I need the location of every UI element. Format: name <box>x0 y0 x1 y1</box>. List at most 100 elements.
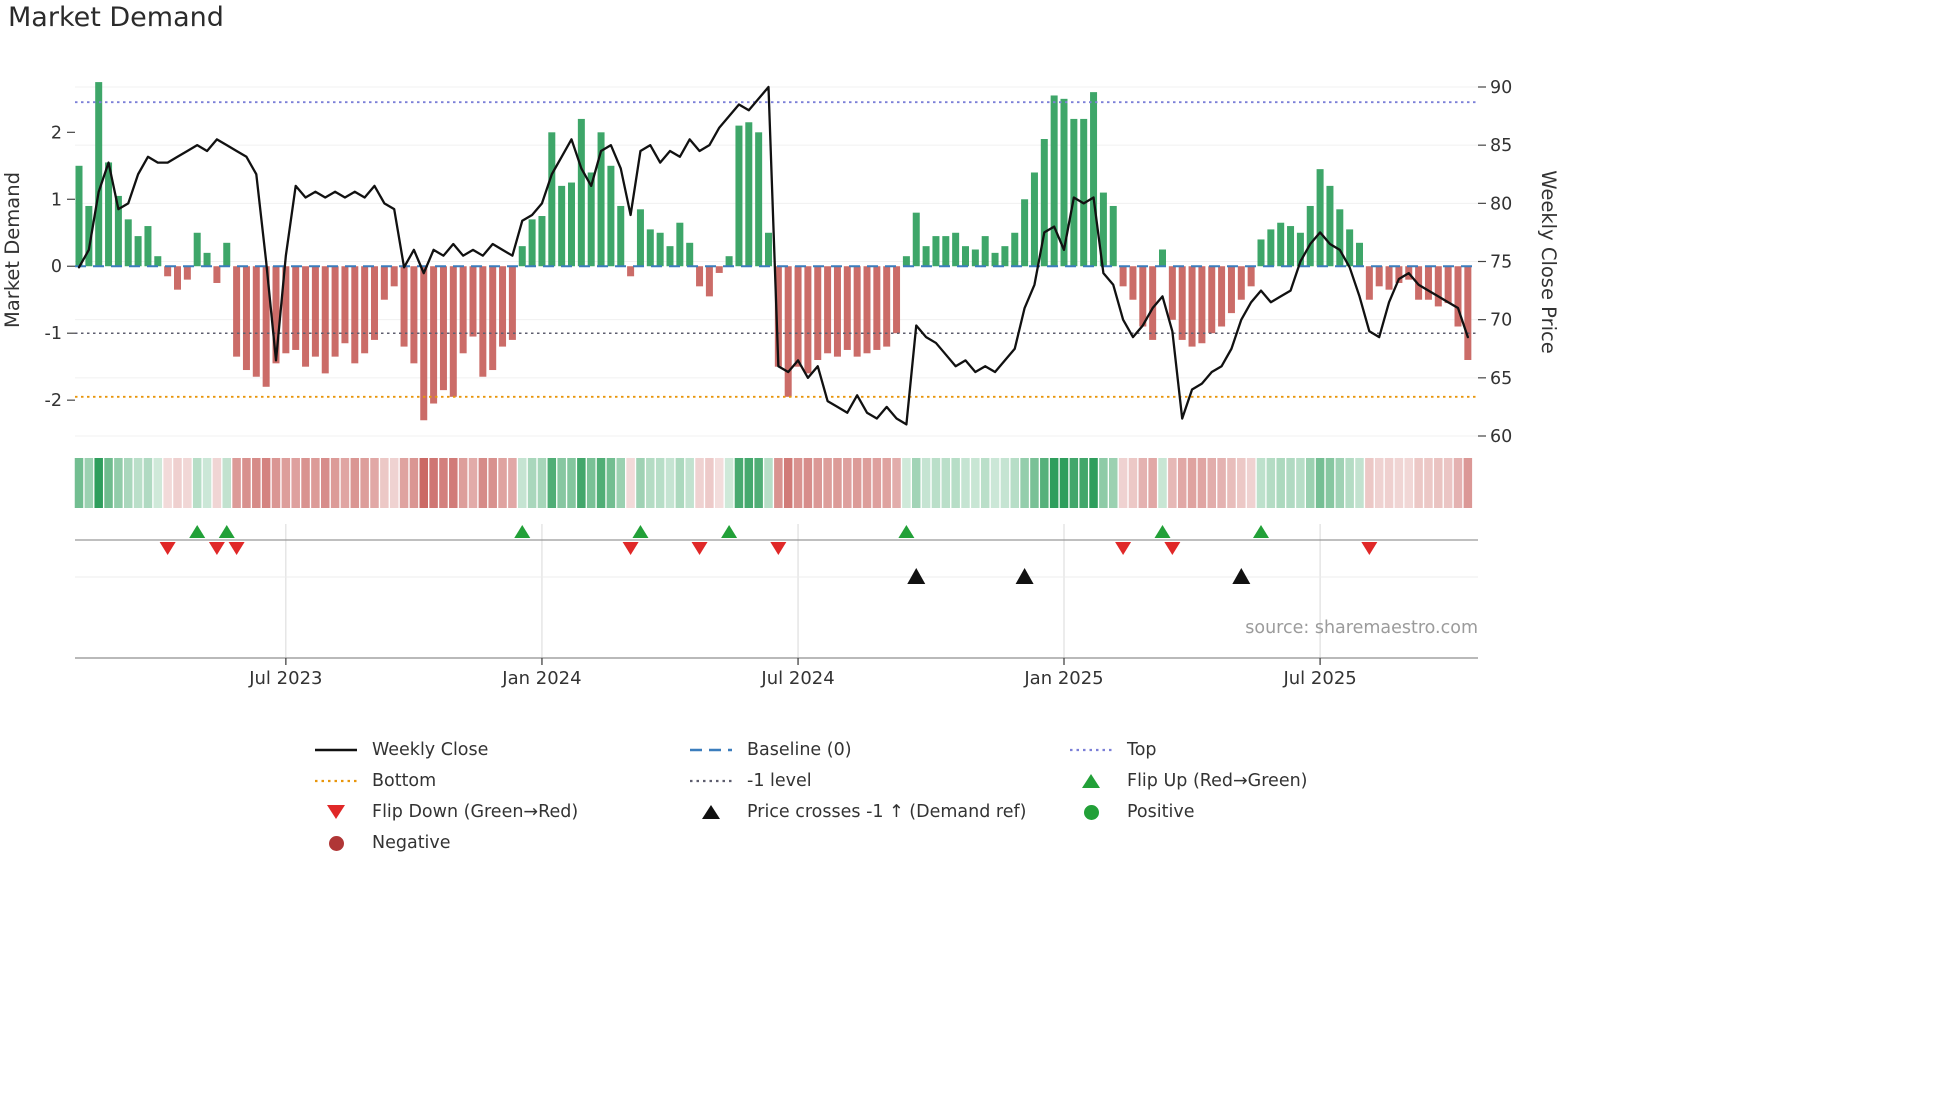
demand-bar <box>1188 266 1196 347</box>
legend-item-top: Top <box>1068 739 1308 761</box>
heatmap-cell <box>399 458 409 508</box>
demand-bar <box>715 266 723 273</box>
demand-bar <box>1178 266 1186 340</box>
heatmap-cell <box>734 458 744 508</box>
legend-column-3: Top Flip Up (Red→Green) Positive <box>1068 739 1308 823</box>
demand-bar <box>1424 266 1432 300</box>
heatmap-cell <box>577 458 586 508</box>
flip-up-marker <box>514 525 531 538</box>
heatmap-cell <box>1069 458 1079 508</box>
x-axis-tick: Jan 2025 <box>1023 668 1103 689</box>
heatmap-cell <box>833 458 842 508</box>
heatmap-cell <box>547 458 557 508</box>
heatmap-cell <box>409 458 419 508</box>
demand-bar <box>1021 199 1029 267</box>
right-axis-tick: 85 <box>1490 136 1512 156</box>
demand-bar <box>873 266 881 350</box>
heatmap-cell <box>114 458 123 508</box>
heatmap-cell <box>212 458 222 508</box>
demand-bar <box>1198 266 1206 344</box>
demand-bar <box>627 266 635 277</box>
legend-item-flip-down-green-red: Flip Down (Green→Red) <box>313 801 578 823</box>
heatmap-cell <box>1434 458 1443 508</box>
1-level-swatch-icon <box>688 774 734 788</box>
demand-bar <box>676 222 684 267</box>
heatmap-cell <box>567 458 576 508</box>
heatmap-cell <box>764 458 773 508</box>
heatmap-cell <box>980 458 990 508</box>
demand-bar <box>893 266 901 334</box>
demand-bar <box>1208 266 1216 334</box>
legend-item-flip-up-red-green: Flip Up (Red→Green) <box>1068 770 1308 792</box>
heatmap-cell <box>498 458 507 508</box>
heatmap-cell <box>1315 458 1325 508</box>
legend-item-positive: Positive <box>1068 801 1308 823</box>
demand-bar <box>1030 172 1038 267</box>
demand-bar <box>1415 266 1423 300</box>
demand-bar <box>518 246 526 267</box>
demand-bar <box>1050 95 1058 267</box>
demand-bar <box>1326 185 1334 267</box>
demand-bar <box>912 212 920 267</box>
right-axis-tick: 65 <box>1490 369 1512 389</box>
demand-bar <box>833 266 841 357</box>
right-axis-title: Weekly Close Price <box>1537 170 1560 353</box>
heatmap-cell <box>1207 458 1216 508</box>
legend-label: Weekly Close <box>372 740 489 760</box>
left-axis-tick: 0 <box>51 257 62 277</box>
demand-bar <box>577 118 585 267</box>
heatmap-cell <box>84 458 94 508</box>
demand-bar <box>617 205 625 267</box>
heatmap-cell <box>1049 458 1059 508</box>
heatmap-cell <box>921 458 931 508</box>
heatmap-cell <box>803 458 813 508</box>
heatmap-cell <box>124 458 133 508</box>
market-demand-chart: -2 -1 0 1 2 60 65 70 75 80 85 90 Market Demand Weekly… <box>1 78 1560 689</box>
demand-bar <box>321 266 329 374</box>
demand-bar <box>1218 266 1226 327</box>
heatmap-cell <box>852 458 862 508</box>
heatmap-cell <box>143 458 153 508</box>
demand-bar <box>144 226 152 267</box>
heatmap-cell <box>104 458 113 508</box>
demand-bar <box>134 236 142 267</box>
heatmap-cell <box>1355 458 1364 508</box>
heatmap-cell <box>153 458 163 508</box>
demand-bar <box>1237 266 1245 300</box>
demand-bar <box>262 266 270 387</box>
price-cross-marker <box>1232 568 1251 584</box>
demand-bar <box>508 266 516 340</box>
bottom-swatch-icon <box>313 774 359 788</box>
price-cross-marker <box>1015 568 1034 584</box>
heatmap-cell <box>527 458 537 508</box>
demand-bar <box>863 266 871 354</box>
demand-bar <box>1109 205 1117 267</box>
demand-bar <box>459 266 467 354</box>
heatmap-cell <box>971 458 980 508</box>
heatmap-cell <box>941 458 951 508</box>
heatmap-cell <box>843 458 852 508</box>
demand-bar <box>242 266 250 371</box>
legend-item-negative: Negative <box>313 832 578 854</box>
flip-down-green-red-swatch-icon <box>313 805 359 819</box>
demand-bar <box>784 266 792 397</box>
weekly-close-swatch-icon <box>313 743 359 757</box>
demand-bar <box>114 195 122 267</box>
flip-up-marker <box>632 525 649 538</box>
heatmap-cell <box>1237 458 1246 508</box>
demand-bar <box>154 256 162 267</box>
heatmap-cell <box>1345 458 1354 508</box>
demand-bar <box>597 132 605 267</box>
heatmap-cell <box>1148 458 1157 508</box>
right-axis-tick: 60 <box>1490 427 1512 447</box>
heatmap-cell <box>252 458 261 508</box>
heatmap-cell <box>902 458 911 508</box>
demand-bar <box>1375 266 1383 287</box>
demand-bar <box>1296 232 1304 267</box>
heatmap-cell <box>380 458 389 508</box>
demand-bar <box>410 266 418 364</box>
heatmap-cell <box>793 458 803 508</box>
demand-bar <box>213 266 221 283</box>
heatmap-cell <box>202 458 212 508</box>
heatmap-cell <box>823 458 832 508</box>
